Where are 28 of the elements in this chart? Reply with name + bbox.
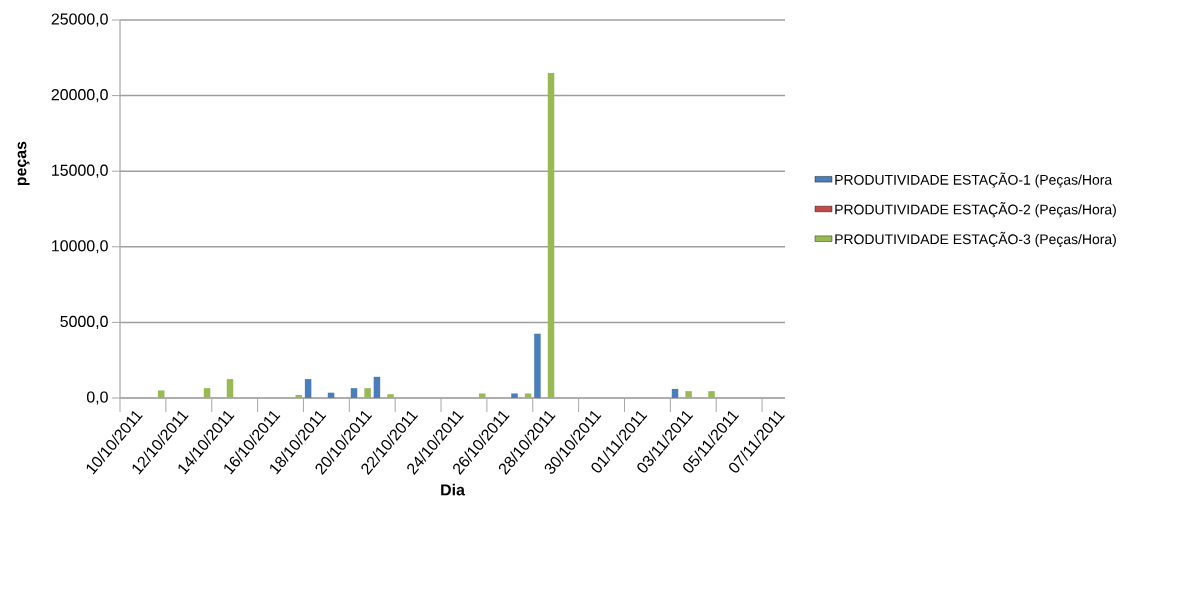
bar — [157, 390, 165, 398]
bar — [387, 394, 394, 398]
y-axis-title: peças — [17, 141, 30, 186]
bar — [350, 388, 358, 398]
bar — [295, 394, 303, 398]
legend-label: PRODUTIVIDADE ESTAÇÃO-3 (Peças/Hora) — [835, 231, 1116, 248]
y-tick-label: 15000,0 — [52, 164, 108, 178]
bar — [547, 72, 555, 398]
y-tick-label: 20000,0 — [51, 89, 108, 103]
bar — [478, 393, 486, 398]
y-tick-label: 5000,0 — [60, 315, 108, 329]
legend-label: PRODUTIVIDADE ESTAÇÃO-2 (Peças/Hora) — [835, 202, 1116, 218]
bar — [226, 379, 234, 398]
x-axis-title: Dia — [441, 483, 466, 496]
bar — [708, 391, 715, 398]
bar — [364, 388, 371, 398]
bar — [203, 388, 211, 398]
bar — [685, 391, 692, 398]
bar — [534, 333, 541, 398]
bar — [373, 376, 381, 398]
y-tick-label: 0,0 — [86, 391, 108, 405]
bar — [671, 388, 679, 398]
y-tick-label: 25000,0 — [51, 13, 108, 27]
bar — [304, 379, 312, 398]
legend-label: PRODUTIVIDADE ESTAÇÃO-1 (Peças/Hora — [835, 172, 1113, 188]
bar — [511, 393, 518, 398]
y-tick-label: 10000,0 — [52, 240, 108, 254]
bar — [524, 393, 532, 398]
